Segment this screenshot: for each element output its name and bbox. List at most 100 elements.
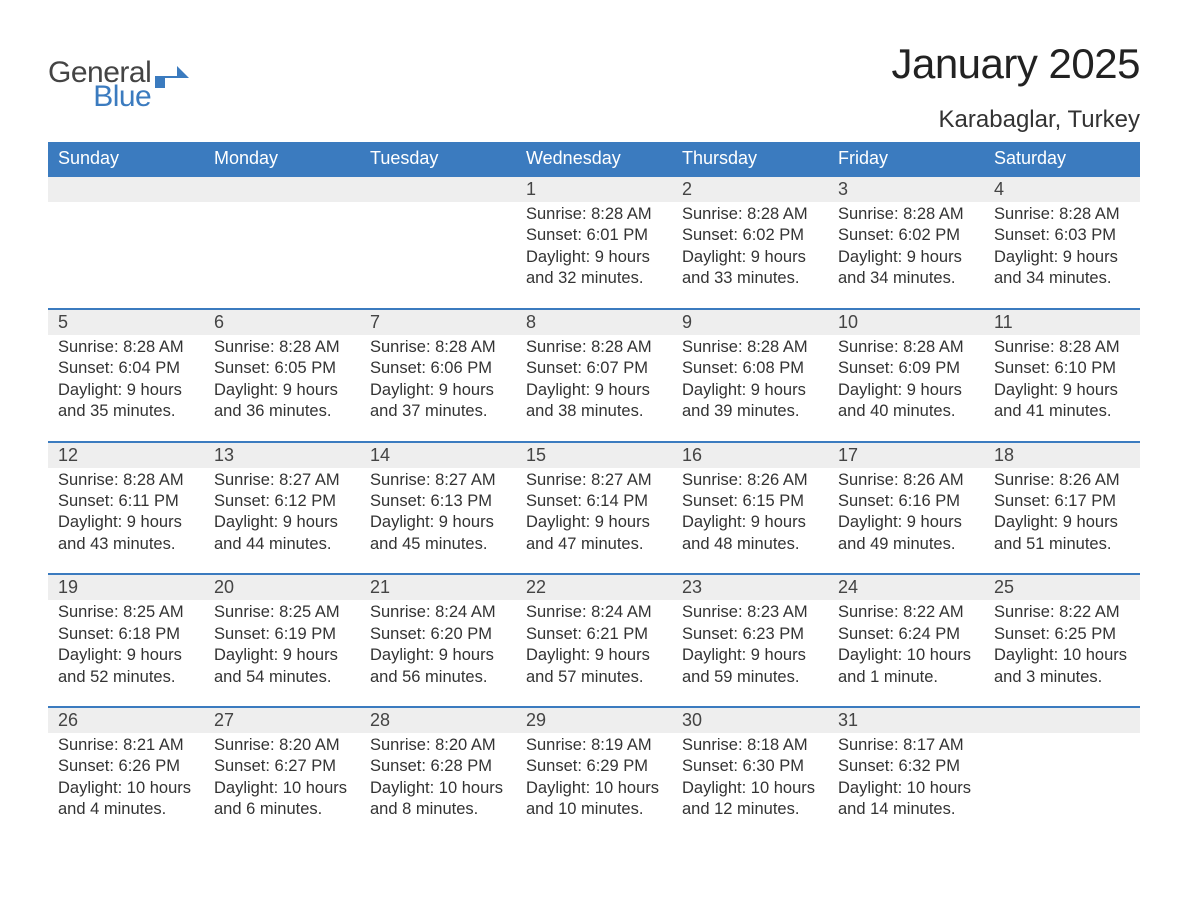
daylight-text: Daylight: 9 hours and 33 minutes.: [682, 247, 818, 290]
day-cell: [204, 202, 360, 308]
logo-text: General Blue: [48, 58, 151, 112]
day-cell: Sunrise: 8:27 AMSunset: 6:13 PMDaylight:…: [360, 468, 516, 574]
sunrise-text: Sunrise: 8:28 AM: [838, 204, 974, 225]
day-cell: Sunrise: 8:21 AMSunset: 6:26 PMDaylight:…: [48, 733, 204, 839]
sunrise-text: Sunrise: 8:28 AM: [838, 337, 974, 358]
sunrise-text: Sunrise: 8:28 AM: [214, 337, 350, 358]
sunrise-text: Sunrise: 8:28 AM: [58, 470, 194, 491]
sunset-text: Sunset: 6:21 PM: [526, 624, 662, 645]
daylight-text: Daylight: 9 hours and 43 minutes.: [58, 512, 194, 555]
day-number: 13: [204, 443, 360, 468]
day-number-row: 19202122232425: [48, 575, 1140, 600]
sunrise-text: Sunrise: 8:22 AM: [994, 602, 1130, 623]
day-cell: Sunrise: 8:28 AMSunset: 6:03 PMDaylight:…: [984, 202, 1140, 308]
sunset-text: Sunset: 6:27 PM: [214, 756, 350, 777]
day-number: 31: [828, 708, 984, 733]
day-content-row: Sunrise: 8:21 AMSunset: 6:26 PMDaylight:…: [48, 733, 1140, 839]
day-cell: Sunrise: 8:22 AMSunset: 6:24 PMDaylight:…: [828, 600, 984, 706]
day-number: 11: [984, 310, 1140, 335]
day-number: 12: [48, 443, 204, 468]
sunrise-text: Sunrise: 8:25 AM: [214, 602, 350, 623]
sunrise-text: Sunrise: 8:17 AM: [838, 735, 974, 756]
daylight-text: Daylight: 9 hours and 56 minutes.: [370, 645, 506, 688]
day-cell: Sunrise: 8:28 AMSunset: 6:05 PMDaylight:…: [204, 335, 360, 441]
sunrise-text: Sunrise: 8:28 AM: [994, 204, 1130, 225]
sunset-text: Sunset: 6:29 PM: [526, 756, 662, 777]
daylight-text: Daylight: 9 hours and 54 minutes.: [214, 645, 350, 688]
day-cell: Sunrise: 8:28 AMSunset: 6:02 PMDaylight:…: [828, 202, 984, 308]
sunset-text: Sunset: 6:32 PM: [838, 756, 974, 777]
day-cell: Sunrise: 8:24 AMSunset: 6:21 PMDaylight:…: [516, 600, 672, 706]
logo: General Blue: [48, 40, 189, 112]
daylight-text: Daylight: 9 hours and 35 minutes.: [58, 380, 194, 423]
sunrise-text: Sunrise: 8:28 AM: [526, 337, 662, 358]
sunrise-text: Sunrise: 8:19 AM: [526, 735, 662, 756]
daylight-text: Daylight: 9 hours and 45 minutes.: [370, 512, 506, 555]
day-cell: Sunrise: 8:28 AMSunset: 6:06 PMDaylight:…: [360, 335, 516, 441]
day-cell: Sunrise: 8:20 AMSunset: 6:28 PMDaylight:…: [360, 733, 516, 839]
sunset-text: Sunset: 6:03 PM: [994, 225, 1130, 246]
daylight-text: Daylight: 10 hours and 3 minutes.: [994, 645, 1130, 688]
sunset-text: Sunset: 6:19 PM: [214, 624, 350, 645]
day-number: 5: [48, 310, 204, 335]
day-number: 30: [672, 708, 828, 733]
sunset-text: Sunset: 6:16 PM: [838, 491, 974, 512]
sunset-text: Sunset: 6:04 PM: [58, 358, 194, 379]
sunset-text: Sunset: 6:02 PM: [838, 225, 974, 246]
sunrise-text: Sunrise: 8:26 AM: [838, 470, 974, 491]
sunset-text: Sunset: 6:09 PM: [838, 358, 974, 379]
flag-icon: [155, 66, 189, 93]
sunset-text: Sunset: 6:24 PM: [838, 624, 974, 645]
day-header: Monday: [204, 142, 360, 175]
sunset-text: Sunset: 6:07 PM: [526, 358, 662, 379]
sunset-text: Sunset: 6:01 PM: [526, 225, 662, 246]
day-content-row: Sunrise: 8:28 AMSunset: 6:11 PMDaylight:…: [48, 468, 1140, 574]
sunrise-text: Sunrise: 8:26 AM: [994, 470, 1130, 491]
day-number: 2: [672, 177, 828, 202]
day-header: Tuesday: [360, 142, 516, 175]
day-number: 27: [204, 708, 360, 733]
sunrise-text: Sunrise: 8:28 AM: [682, 204, 818, 225]
day-number: 28: [360, 708, 516, 733]
day-number: 9: [672, 310, 828, 335]
daylight-text: Daylight: 9 hours and 32 minutes.: [526, 247, 662, 290]
sunset-text: Sunset: 6:20 PM: [370, 624, 506, 645]
sunrise-text: Sunrise: 8:28 AM: [994, 337, 1130, 358]
day-content-row: Sunrise: 8:28 AMSunset: 6:04 PMDaylight:…: [48, 335, 1140, 441]
sunrise-text: Sunrise: 8:25 AM: [58, 602, 194, 623]
sunset-text: Sunset: 6:18 PM: [58, 624, 194, 645]
daylight-text: Daylight: 9 hours and 57 minutes.: [526, 645, 662, 688]
day-cell: [984, 733, 1140, 839]
calendar-header-row: SundayMondayTuesdayWednesdayThursdayFrid…: [48, 142, 1140, 175]
week: 12131415161718Sunrise: 8:28 AMSunset: 6:…: [48, 441, 1140, 574]
day-number: 8: [516, 310, 672, 335]
day-cell: Sunrise: 8:23 AMSunset: 6:23 PMDaylight:…: [672, 600, 828, 706]
day-number-row: 567891011: [48, 310, 1140, 335]
day-cell: Sunrise: 8:24 AMSunset: 6:20 PMDaylight:…: [360, 600, 516, 706]
day-cell: Sunrise: 8:27 AMSunset: 6:12 PMDaylight:…: [204, 468, 360, 574]
sunset-text: Sunset: 6:15 PM: [682, 491, 818, 512]
day-cell: Sunrise: 8:25 AMSunset: 6:18 PMDaylight:…: [48, 600, 204, 706]
day-number: 4: [984, 177, 1140, 202]
sunrise-text: Sunrise: 8:28 AM: [58, 337, 194, 358]
daylight-text: Daylight: 9 hours and 37 minutes.: [370, 380, 506, 423]
day-number-row: 1234: [48, 177, 1140, 202]
day-number: 15: [516, 443, 672, 468]
sunset-text: Sunset: 6:06 PM: [370, 358, 506, 379]
day-number: 16: [672, 443, 828, 468]
day-number: 21: [360, 575, 516, 600]
daylight-text: Daylight: 9 hours and 59 minutes.: [682, 645, 818, 688]
sunrise-text: Sunrise: 8:24 AM: [370, 602, 506, 623]
day-content-row: Sunrise: 8:28 AMSunset: 6:01 PMDaylight:…: [48, 202, 1140, 308]
sunset-text: Sunset: 6:08 PM: [682, 358, 818, 379]
day-cell: Sunrise: 8:27 AMSunset: 6:14 PMDaylight:…: [516, 468, 672, 574]
day-number: 24: [828, 575, 984, 600]
daylight-text: Daylight: 9 hours and 51 minutes.: [994, 512, 1130, 555]
daylight-text: Daylight: 10 hours and 8 minutes.: [370, 778, 506, 821]
daylight-text: Daylight: 9 hours and 34 minutes.: [838, 247, 974, 290]
day-cell: Sunrise: 8:19 AMSunset: 6:29 PMDaylight:…: [516, 733, 672, 839]
day-cell: Sunrise: 8:28 AMSunset: 6:11 PMDaylight:…: [48, 468, 204, 574]
day-number: 22: [516, 575, 672, 600]
daylight-text: Daylight: 9 hours and 41 minutes.: [994, 380, 1130, 423]
sunrise-text: Sunrise: 8:20 AM: [214, 735, 350, 756]
